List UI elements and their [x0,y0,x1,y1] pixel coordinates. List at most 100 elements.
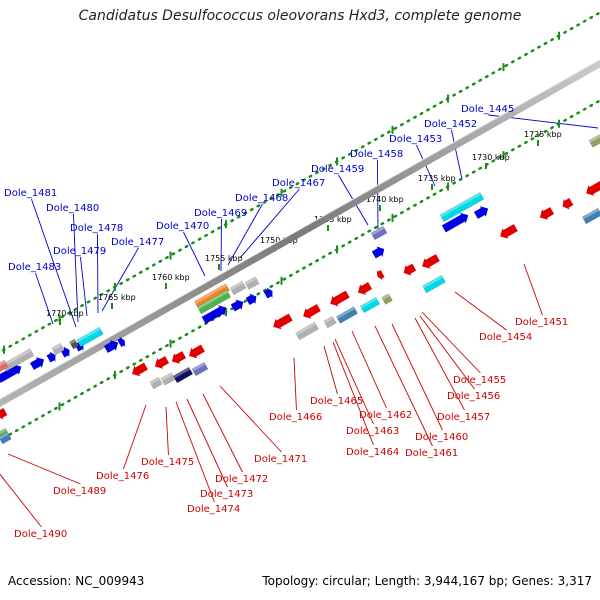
gene-label-top[interactable]: Dole_1467 [272,178,325,189]
forward-gene-arrow[interactable] [103,337,121,354]
cog-feature-block[interactable] [244,276,260,290]
gene-label-bottom[interactable]: Dole_1476 [96,471,149,482]
forward-gene-arrow[interactable] [201,302,230,325]
cog-feature-block[interactable] [0,359,9,373]
forward-gene-arrow[interactable] [230,297,246,313]
gene-label-top[interactable]: Dole_1458 [350,149,403,160]
cog-feature-block[interactable] [1,348,35,372]
forward-gene-arrow[interactable] [245,291,260,306]
cog-feature-block[interactable] [69,338,79,350]
cog-feature-block[interactable] [370,225,388,241]
reverse-gene-arrow[interactable] [300,302,322,321]
gene-label-top[interactable]: Dole_1469 [194,208,247,219]
gene-label-bottom[interactable]: Dole_1455 [453,375,506,386]
reverse-gene-arrow[interactable] [583,179,600,198]
reverse-gene-arrow[interactable] [401,262,417,278]
gene-label-bottom[interactable]: Dole_1466 [269,412,322,423]
reverse-gene-arrow[interactable] [152,354,170,371]
gene-label-bottom-leader-line [454,291,507,331]
backbone-highlight [0,58,600,400]
gene-label-bottom[interactable]: Dole_1489 [53,486,106,497]
gene-label-top[interactable]: Dole_1481 [4,188,57,199]
cog-feature-block[interactable] [172,366,194,384]
reverse-gene-arrow[interactable] [270,312,293,332]
reverse-gene-arrow[interactable] [186,343,206,361]
reverse-gene-arrow[interactable] [497,222,519,241]
gene-label-bottom[interactable]: Dole_1462 [359,410,412,421]
gene-label-bottom[interactable]: Dole_1475 [141,457,194,468]
gene-label-bottom-leader-line [332,341,374,446]
cog-feature-block[interactable] [51,342,65,356]
cog-feature-block[interactable] [359,296,381,314]
reverse-gene-arrow[interactable] [560,196,575,211]
gene-label-bottom-leader-line [351,330,387,409]
forward-gene-arrow[interactable] [371,244,387,260]
gene-label-bottom[interactable]: Dole_1456 [447,391,500,402]
cog-feature-block[interactable] [76,326,104,348]
gene-label-top-leader-line [451,129,463,180]
forward-gene-arrow[interactable] [441,210,471,234]
cog-feature-block[interactable] [588,134,600,148]
gene-label-top[interactable]: Dole_1468 [235,193,288,204]
gene-label-top[interactable]: Dole_1480 [46,203,99,214]
cog-feature-block[interactable] [323,315,337,329]
reverse-gene-arrow[interactable] [129,361,149,379]
gene-label-top[interactable]: Dole_1452 [424,119,477,130]
forward-gene-arrow[interactable] [46,350,59,364]
gene-label-top[interactable]: Dole_1470 [156,221,209,232]
gene-label-top-leader-line [35,272,54,325]
gene-label-bottom[interactable]: Dole_1461 [405,448,458,459]
gene-label-bottom[interactable]: Dole_1454 [479,332,532,343]
cog-feature-block[interactable] [191,361,209,377]
gene-label-top[interactable]: Dole_1445 [461,104,514,115]
forward-gene-arrow[interactable] [29,354,47,371]
forward-gene-arrow[interactable] [263,286,276,300]
cog-feature-block[interactable] [335,306,359,324]
gene-label-top[interactable]: Dole_1483 [8,262,61,273]
cog-feature-block[interactable] [581,207,600,225]
gene-label-bottom[interactable]: Dole_1490 [14,529,67,540]
gene-label-top[interactable]: Dole_1453 [389,134,442,145]
gene-label-bottom-leader-line [323,345,338,395]
gene-label-bottom[interactable]: Dole_1464 [346,447,399,458]
reverse-gene-arrow[interactable] [355,280,373,297]
gene-label-bottom[interactable]: Dole_1465 [310,396,363,407]
gene-label-top[interactable]: Dole_1459 [311,164,364,175]
reverse-gene-arrow[interactable] [0,406,8,421]
gene-label-top[interactable]: Dole_1479 [53,246,106,257]
forward-gene-arrow[interactable] [473,203,491,220]
top-scale-ruler [0,11,600,354]
reverse-gene-arrow[interactable] [419,252,441,271]
gene-label-bottom-leader-line [334,338,374,425]
cog-feature-block[interactable] [381,293,393,305]
gene-label-bottom[interactable]: Dole_1460 [415,432,468,443]
cog-feature-block[interactable] [149,376,163,390]
gene-label-bottom[interactable]: Dole_1471 [254,454,307,465]
gene-label-bottom-leader-line [391,323,443,431]
gene-label-bottom[interactable]: Dole_1451 [515,317,568,328]
cog-feature-block[interactable] [196,289,232,315]
reverse-gene-arrow[interactable] [169,349,187,366]
forward-gene-arrow[interactable] [0,361,24,384]
cog-feature-block[interactable] [439,191,485,223]
cog-feature-block[interactable] [229,280,247,296]
gene-label-top[interactable]: Dole_1478 [70,223,123,234]
reverse-gene-arrow[interactable] [374,268,385,281]
gene-label-bottom[interactable]: Dole_1474 [187,504,240,515]
cog-feature-block[interactable] [295,321,319,341]
gene-label-bottom[interactable]: Dole_1473 [200,489,253,500]
cog-feature-block[interactable] [0,431,12,445]
gene-label-bottom-leader-line [175,401,215,503]
gene-label-top[interactable]: Dole_1477 [111,237,164,248]
cog-feature-block[interactable] [422,274,446,294]
cog-feature-block[interactable] [160,372,176,386]
gene-label-bottom[interactable]: Dole_1457 [437,412,490,423]
gene-label-bottom[interactable]: Dole_1472 [215,474,268,485]
kbp-label: 1725 kbp [524,130,562,139]
gene-label-bottom-leader-line [419,315,475,390]
reverse-gene-arrow[interactable] [537,205,555,222]
gene-label-bottom[interactable]: Dole_1463 [346,426,399,437]
reverse-gene-arrow[interactable] [327,289,350,309]
forward-gene-arrow[interactable] [116,335,127,348]
